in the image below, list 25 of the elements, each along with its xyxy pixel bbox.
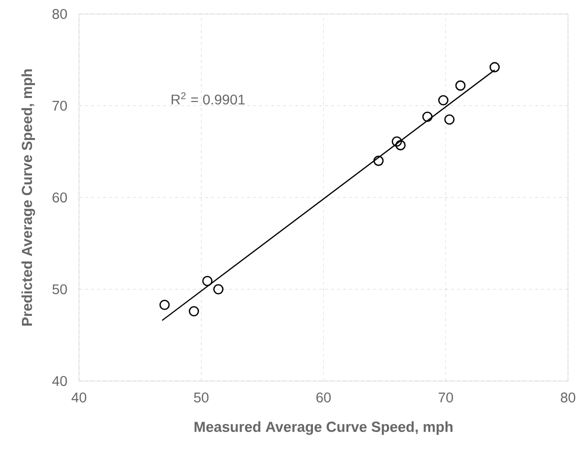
- x-tick-label: 60: [316, 392, 331, 402]
- point: [159, 300, 170, 310]
- x-tick-label: 50: [194, 392, 208, 402]
- point: [490, 62, 500, 72]
- point: [455, 80, 466, 91]
- y-tick-label: 60: [52, 192, 67, 202]
- point: [438, 95, 448, 106]
- point: [188, 306, 200, 316]
- x-axis-title: Measured Average Curve Speed, mph: [194, 421, 452, 435]
- y-tick-label: 40: [52, 376, 67, 386]
- y-tick-label: 80: [52, 9, 67, 19]
- x-tick-label: 80: [560, 392, 576, 402]
- x-tick-label: 40: [72, 392, 86, 402]
- point: [392, 136, 402, 147]
- point: [395, 140, 406, 150]
- point: [422, 112, 433, 122]
- y-tick-label: 70: [52, 100, 67, 111]
- y-tick-label: 50: [52, 284, 67, 294]
- x-tick-label: 70: [438, 392, 453, 402]
- point: [373, 156, 384, 166]
- point: [202, 276, 213, 286]
- point: [213, 284, 224, 294]
- y-axis-title: Predicted Average Curve Speed, mph: [21, 69, 36, 326]
- annotation: R$^{2}$ = 0.9901: [172, 92, 245, 105]
- point: [444, 114, 455, 125]
